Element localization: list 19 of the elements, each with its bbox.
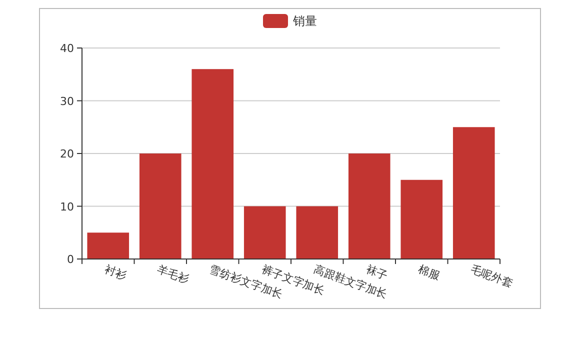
bar [452, 127, 495, 259]
bar [87, 232, 130, 259]
bar [244, 206, 286, 259]
x-tick-label: 袜子 [364, 262, 390, 282]
x-tick-label: 衬衫 [103, 262, 128, 282]
y-tick-label: 20 [60, 148, 74, 160]
y-tick-label: 0 [67, 253, 74, 266]
bar [348, 154, 390, 259]
x-tick-label: 毛呢外套 [468, 262, 515, 290]
bar [192, 69, 234, 259]
x-tick-label: 羊毛衫 [155, 262, 191, 286]
bar [400, 180, 443, 259]
y-tick-label: 30 [60, 94, 74, 108]
x-tick-label: 棉服 [416, 262, 442, 282]
bar [296, 206, 338, 259]
y-tick-label: 10 [60, 200, 74, 214]
y-tick-label: 40 [60, 42, 74, 55]
bar [139, 154, 182, 259]
legend-label: 销量 [292, 14, 317, 28]
